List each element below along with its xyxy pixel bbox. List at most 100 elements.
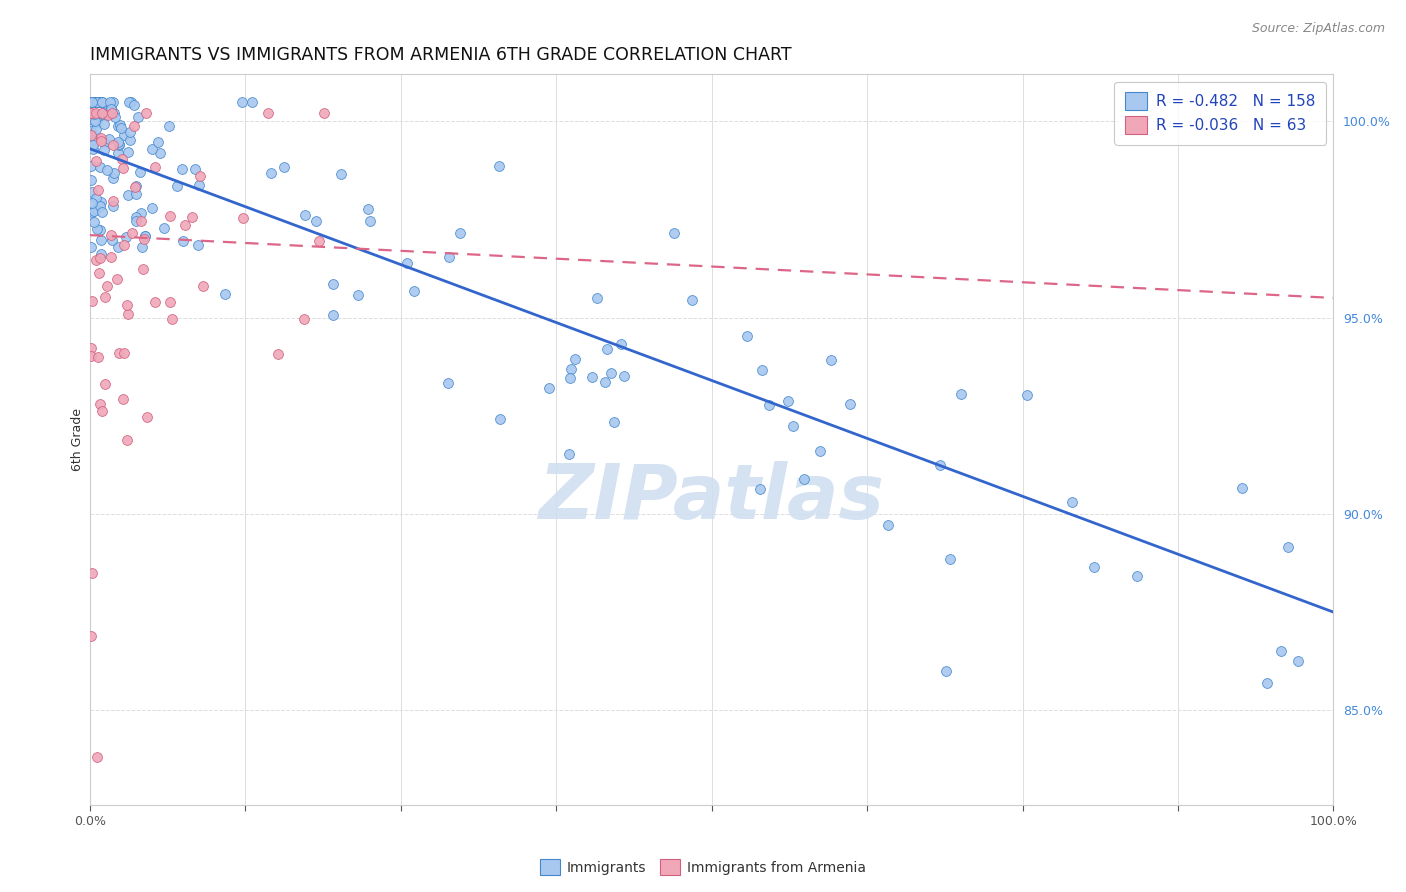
Text: Source: ZipAtlas.com: Source: ZipAtlas.com (1251, 22, 1385, 36)
Point (187, 178, 209, 192)
Point (117, 95, 139, 109)
Point (90, 246, 112, 260)
Point (80, 349, 103, 363)
Point (84, 107, 107, 121)
Point (129, 165, 152, 179)
Point (107, 120, 129, 134)
Point (449, 226, 471, 240)
Point (1232, 481, 1254, 495)
Point (737, 329, 759, 343)
Point (187, 238, 209, 252)
Point (595, 376, 617, 390)
Point (129, 214, 152, 228)
Point (294, 208, 316, 222)
Point (84, 95, 107, 109)
Point (112, 345, 135, 359)
Point (808, 444, 831, 458)
Point (1286, 654, 1309, 668)
Point (103, 194, 125, 208)
Point (86, 95, 108, 109)
Point (91, 205, 114, 219)
Point (135, 410, 157, 425)
Point (105, 272, 128, 286)
Point (90, 195, 112, 210)
Text: ZIPatlas: ZIPatlas (538, 461, 884, 534)
Point (84, 191, 107, 205)
Point (125, 211, 148, 225)
Point (114, 230, 136, 244)
Point (82, 133, 104, 147)
Point (613, 368, 636, 383)
Point (120, 95, 142, 109)
Point (141, 201, 163, 215)
Point (112, 392, 135, 406)
Point (80, 159, 103, 173)
Point (90, 95, 112, 109)
Point (188, 169, 211, 183)
Point (240, 95, 263, 109)
Point (304, 214, 326, 228)
Point (89, 266, 111, 280)
Point (80, 106, 103, 120)
Point (308, 234, 330, 248)
Point (89, 199, 111, 213)
Point (100, 102, 122, 116)
Point (107, 135, 129, 149)
Point (120, 133, 142, 147)
Point (347, 287, 370, 301)
Point (172, 161, 194, 176)
Point (96, 97, 118, 112)
Point (538, 381, 561, 395)
Point (101, 199, 124, 213)
Point (322, 277, 344, 292)
Point (89, 396, 111, 410)
Point (101, 233, 124, 247)
Point (115, 433, 138, 447)
Point (609, 336, 631, 351)
Point (838, 397, 860, 411)
Point (141, 142, 163, 156)
Point (82, 113, 104, 128)
Point (90, 130, 112, 145)
Point (83, 204, 105, 219)
Point (97, 108, 120, 122)
Point (90, 134, 112, 148)
Point (82, 195, 104, 210)
Point (83, 215, 105, 229)
Point (80, 123, 103, 137)
Point (98, 95, 121, 109)
Point (90, 95, 112, 109)
Point (83, 107, 105, 121)
Point (135, 106, 157, 120)
Point (80, 204, 103, 219)
Point (232, 211, 254, 225)
Point (84, 122, 107, 136)
Point (120, 124, 142, 138)
Point (259, 166, 281, 180)
Text: IMMIGRANTS VS IMMIGRANTS FROM ARMENIA 6TH GRADE CORRELATION CHART: IMMIGRANTS VS IMMIGRANTS FROM ARMENIA 6T… (90, 46, 792, 64)
Point (132, 261, 155, 276)
Point (1270, 644, 1292, 658)
Point (124, 179, 146, 194)
Point (97, 107, 120, 121)
Point (96, 163, 118, 178)
Point (124, 214, 146, 228)
Point (749, 482, 772, 496)
Point (108, 346, 131, 360)
Point (111, 152, 134, 166)
Point (1083, 560, 1105, 574)
Point (122, 119, 145, 133)
Point (121, 226, 143, 240)
Point (322, 308, 344, 322)
Legend: R = -0.482   N = 158, R = -0.036   N = 63: R = -0.482 N = 158, R = -0.036 N = 63 (1115, 82, 1326, 145)
Point (153, 221, 176, 235)
Point (93, 143, 115, 157)
Point (101, 138, 124, 153)
Point (80, 172, 103, 186)
Point (82, 142, 104, 156)
Point (359, 214, 381, 228)
Point (80, 128, 103, 142)
Point (94, 108, 117, 122)
Point (89, 160, 111, 174)
Point (80, 239, 103, 253)
